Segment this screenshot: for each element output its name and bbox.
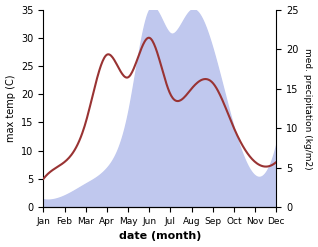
Y-axis label: med. precipitation (kg/m2): med. precipitation (kg/m2) (303, 48, 313, 169)
Y-axis label: max temp (C): max temp (C) (5, 75, 16, 142)
X-axis label: date (month): date (month) (119, 231, 201, 242)
